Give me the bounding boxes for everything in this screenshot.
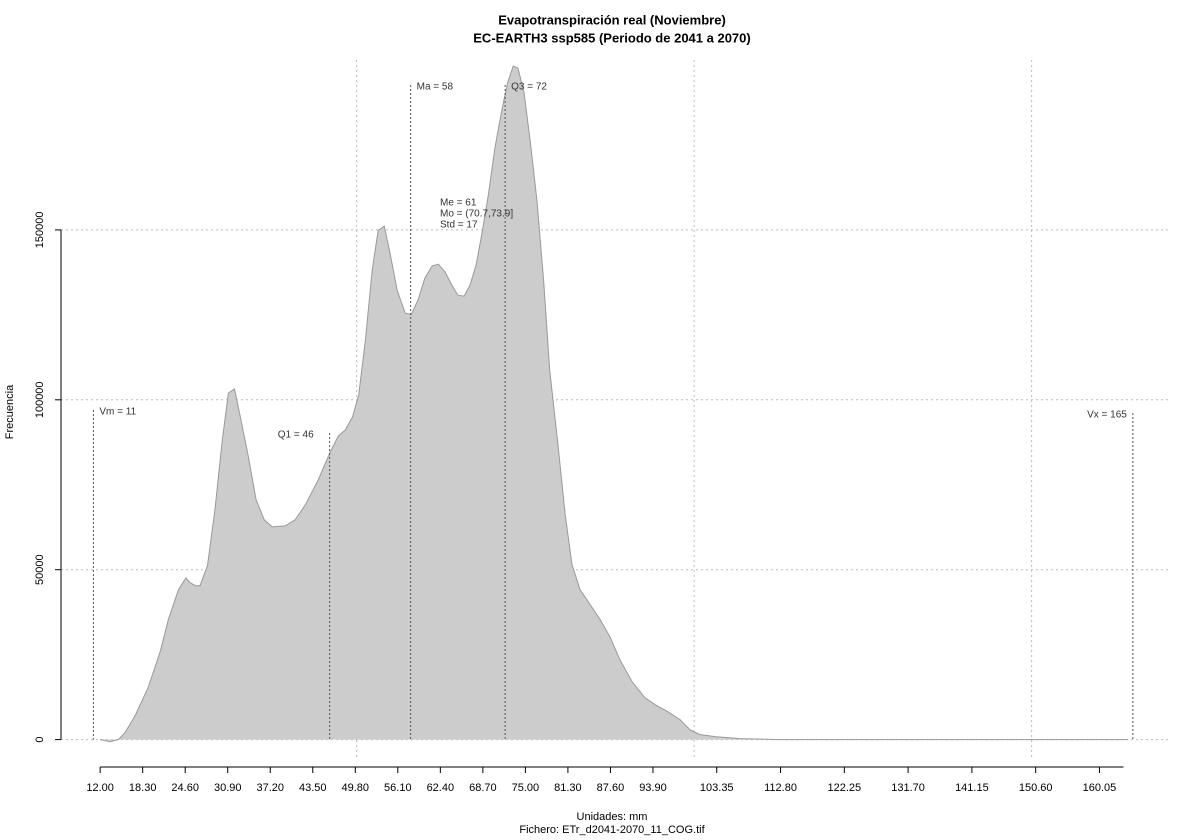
x-tick-label: 24.60 (171, 782, 199, 794)
marker-label: Vm = 11 (99, 407, 136, 418)
x-tick-label: 150.60 (1019, 782, 1053, 794)
chart-subtitle: EC-EARTH3 ssp585 (Periodo de 2041 a 2070… (473, 30, 750, 45)
marker-label: Ma = 58 (417, 82, 454, 93)
x-tick-label: 75.00 (512, 782, 540, 794)
x-tick-label: 122.25 (827, 782, 861, 794)
x-tick-label: 12.00 (86, 782, 114, 794)
x-tick-label: 49.80 (342, 782, 370, 794)
x-tick-label: 62.40 (427, 782, 455, 794)
x-tick-label: 131.70 (891, 782, 925, 794)
y-tick-label: 150000 (34, 212, 46, 249)
x-tick-label: 56.10 (384, 782, 412, 794)
stat-label: Me = 61 (440, 198, 477, 209)
x-tick-label: 68.70 (469, 782, 497, 794)
y-axis-label: Frecuencia (4, 384, 16, 439)
x-tick-label: 18.30 (129, 782, 157, 794)
x-tick-label: 81.30 (554, 782, 582, 794)
x-tick-label: 30.90 (214, 782, 242, 794)
x-axis-label: Unidades: mm (577, 811, 648, 823)
x-tick-label: 87.60 (597, 782, 625, 794)
caption: Fichero: ETr_d2041-2070_11_COG.tif (519, 824, 705, 836)
x-tick-label: 103.35 (700, 782, 734, 794)
area-fill (100, 66, 1129, 742)
x-tick-label: 37.20 (256, 782, 284, 794)
x-tick-label: 43.50 (299, 782, 327, 794)
area-line (99, 65, 1129, 743)
x-tick-label: 141.15 (955, 782, 989, 794)
chart-title: Evapotranspiración real (Noviembre) (498, 12, 726, 27)
marker-label: Q1 = 46 (278, 430, 314, 441)
marker-label: Q3 = 72 (511, 82, 547, 93)
y-tick-label: 50000 (34, 554, 46, 585)
y-tick-label: 0 (34, 737, 46, 743)
x-tick-label: 93.90 (639, 782, 667, 794)
marker-label: Vx = 165 (1087, 410, 1127, 421)
y-tick-label: 100000 (34, 381, 46, 418)
stat-label: Std = 17 (440, 220, 478, 231)
x-tick-label: 160.05 (1083, 782, 1117, 794)
x-tick-label: 112.80 (764, 782, 797, 794)
stat-label: Mo = (70.7,73.9] (440, 209, 513, 220)
